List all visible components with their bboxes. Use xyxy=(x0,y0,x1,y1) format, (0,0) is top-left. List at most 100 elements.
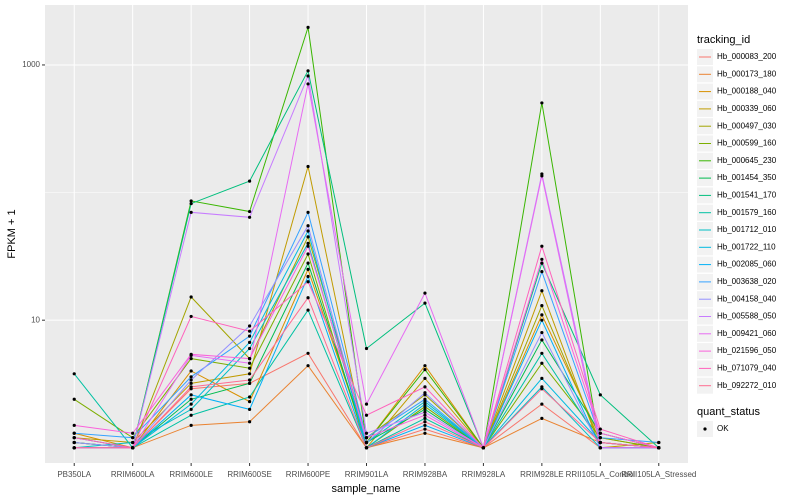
legend-label: Hb_004158_040 xyxy=(717,294,777,303)
legend-label: Hb_000599_160 xyxy=(717,139,777,148)
data-point xyxy=(540,361,544,365)
legend-label: Hb_092272_010 xyxy=(717,381,777,390)
data-point xyxy=(540,174,544,178)
x-tick-label: PB350LA xyxy=(57,470,91,479)
data-point xyxy=(72,440,76,445)
data-point xyxy=(598,393,602,397)
data-point xyxy=(189,385,193,389)
data-point xyxy=(540,304,544,308)
data-point xyxy=(423,367,427,372)
data-point xyxy=(423,385,427,389)
data-point xyxy=(540,261,544,265)
data-point xyxy=(247,372,252,376)
data-point xyxy=(247,420,252,424)
legend-label: Hb_000497_030 xyxy=(717,121,777,130)
data-point xyxy=(189,397,193,401)
legend-swatch xyxy=(703,427,707,431)
x-tick-label: RRIM928LE xyxy=(520,470,564,479)
data-point xyxy=(423,364,427,368)
data-point xyxy=(247,407,252,411)
data-point xyxy=(423,420,427,424)
x-tick-label: RRIM901LA xyxy=(345,470,389,479)
data-point xyxy=(540,376,544,380)
data-point xyxy=(598,431,602,435)
legend-label: Hb_000645_230 xyxy=(717,156,777,165)
data-point xyxy=(598,427,602,431)
data-point xyxy=(247,366,252,370)
data-point xyxy=(540,257,544,261)
data-point xyxy=(423,397,427,401)
legend-label: Hb_000188_040 xyxy=(717,87,777,96)
data-point xyxy=(657,446,661,450)
x-axis-title: sample_name xyxy=(331,483,400,495)
data-point xyxy=(540,101,544,105)
data-point xyxy=(306,267,310,271)
data-point xyxy=(189,201,193,206)
data-point xyxy=(189,413,193,417)
data-point xyxy=(306,364,310,368)
data-point xyxy=(247,215,252,219)
data-point xyxy=(72,397,76,401)
data-point xyxy=(364,431,369,435)
data-point xyxy=(247,378,252,382)
data-point xyxy=(306,296,310,300)
data-point xyxy=(189,356,193,361)
legend-label: Hb_009421_060 xyxy=(717,329,777,338)
data-point xyxy=(306,82,310,86)
data-point xyxy=(423,402,427,406)
data-point xyxy=(247,179,252,183)
data-point xyxy=(540,416,544,420)
data-point xyxy=(72,446,76,450)
data-point xyxy=(131,436,135,440)
x-tick-label: RRII105LA_Stressed xyxy=(621,470,696,479)
data-point xyxy=(189,375,193,379)
data-point xyxy=(189,407,193,411)
data-point xyxy=(306,69,310,73)
data-point xyxy=(247,340,252,344)
data-point xyxy=(423,407,427,411)
data-point xyxy=(306,308,310,312)
data-point xyxy=(247,324,252,328)
data-point xyxy=(598,446,602,450)
legend-label: Hb_001541_170 xyxy=(717,191,777,200)
data-point xyxy=(306,261,310,265)
data-point xyxy=(540,270,544,274)
data-point xyxy=(540,318,544,322)
legend-label: Hb_071079_040 xyxy=(717,364,777,373)
data-point xyxy=(189,381,193,385)
data-point xyxy=(364,440,369,445)
data-point xyxy=(481,446,486,450)
legend-title: quant_status xyxy=(697,406,760,418)
x-tick-label: RRIM928BA xyxy=(403,470,448,479)
data-point xyxy=(247,381,252,385)
data-point xyxy=(306,241,310,245)
data-point xyxy=(247,334,252,338)
legend-label: Hb_005588_050 xyxy=(717,312,777,321)
legend-label: Hb_001454_350 xyxy=(717,173,777,182)
data-point xyxy=(247,400,252,404)
y-axis-title: FPKM + 1 xyxy=(6,209,18,258)
data-point xyxy=(423,291,427,295)
data-point xyxy=(189,295,193,299)
data-point xyxy=(247,356,252,361)
data-point xyxy=(189,369,193,373)
data-point xyxy=(540,402,544,406)
x-tick-label: RRIM600SE xyxy=(227,470,271,479)
data-point xyxy=(131,431,135,435)
legend-label: Hb_000339_060 xyxy=(717,104,777,113)
data-point xyxy=(657,440,661,445)
data-point xyxy=(540,313,544,317)
y-tick-label: 1000 xyxy=(22,60,40,69)
legend-label: Hb_000083_200 xyxy=(717,52,777,61)
data-point xyxy=(306,74,310,78)
data-point xyxy=(306,210,310,214)
data-point xyxy=(423,423,427,427)
data-point xyxy=(306,164,310,169)
data-point xyxy=(423,410,427,414)
data-point xyxy=(306,235,310,239)
data-point xyxy=(247,346,252,351)
data-point xyxy=(189,402,193,406)
data-point xyxy=(306,244,310,248)
data-point xyxy=(72,431,76,435)
